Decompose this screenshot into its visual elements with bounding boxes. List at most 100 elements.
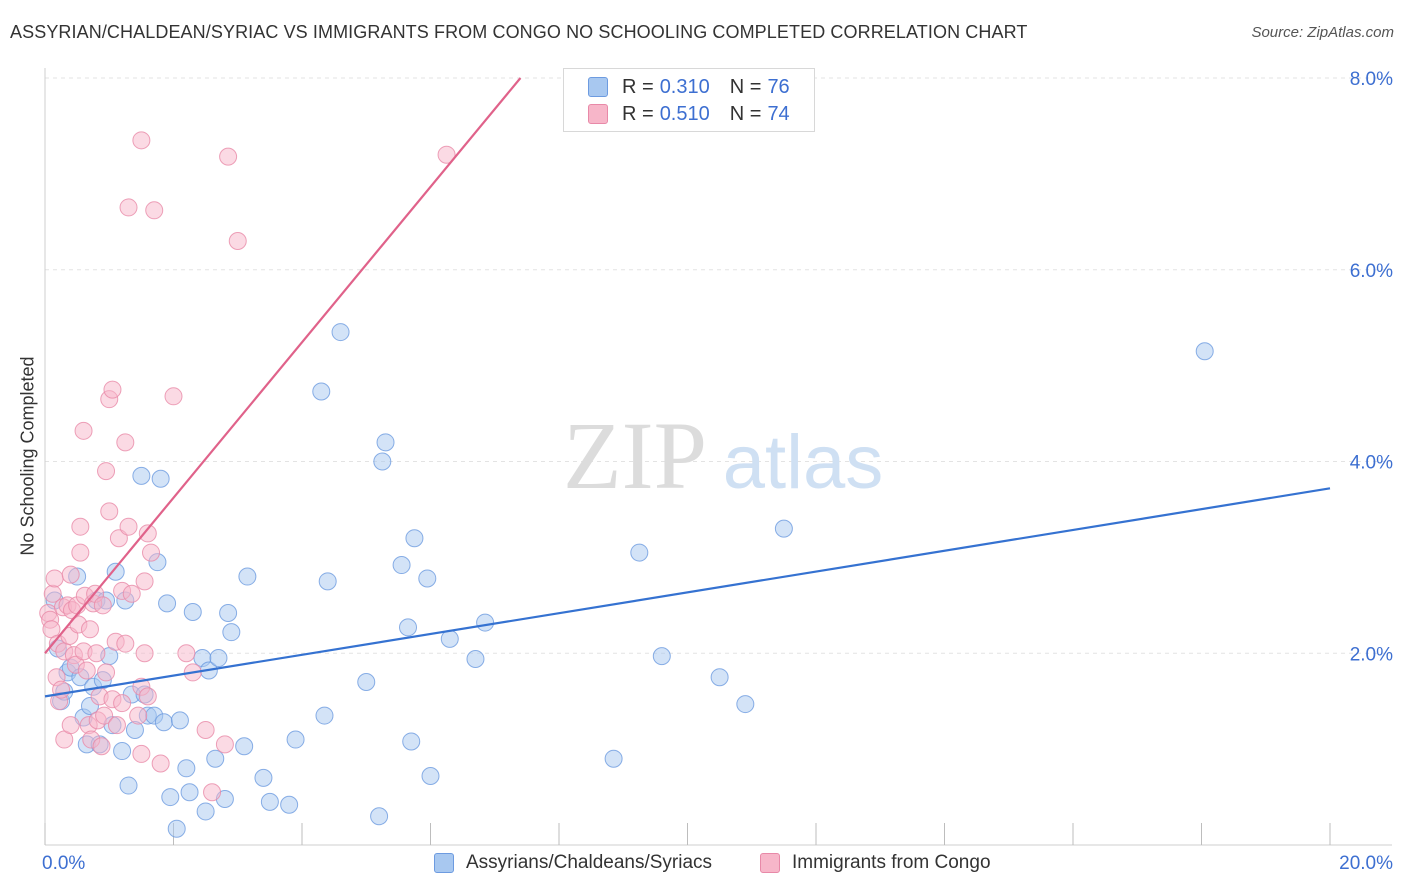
x-tick-label-min: 0.0%: [42, 853, 85, 874]
pink-data-point: [142, 543, 161, 562]
blue-data-point: [206, 749, 225, 768]
pink-data-point: [122, 584, 141, 603]
pink-data-point: [80, 620, 99, 639]
blue-data-point: [312, 382, 331, 401]
pink-trend-line: [44, 77, 522, 654]
legend-r-label: R =: [622, 75, 654, 98]
series-legend: Assyrians/Chaldeans/Syriacs Immigrants f…: [0, 852, 1406, 878]
blue-data-point: [170, 711, 189, 730]
blue-data-point: [357, 673, 376, 692]
pink-data-point: [45, 569, 64, 588]
pink-data-point: [103, 380, 122, 399]
pink-data-point: [92, 737, 111, 756]
y-tick-label: 2.0%: [1350, 644, 1393, 665]
pink-data-point: [151, 754, 170, 773]
pink-data-point: [87, 644, 106, 663]
y-axis-label: No Schooling Completed: [17, 356, 38, 556]
pink-data-point: [135, 572, 154, 591]
series-legend-congo: Immigrants from Congo: [760, 852, 991, 874]
legend-n-value: 76: [767, 75, 790, 98]
watermark-zip: ZIP: [563, 402, 707, 509]
blue-data-point: [1195, 342, 1214, 361]
blue-data-point: [370, 807, 389, 826]
blue-trend-line: [44, 487, 1331, 698]
pink-data-point: [61, 716, 80, 735]
data-points: [39, 131, 1214, 838]
pink-data-point: [97, 462, 116, 481]
watermark: ZIP atlas: [563, 402, 883, 509]
tick-labels: 2.0% 4.0% 6.0% 8.0% 0.0% 20.0%: [42, 69, 1393, 874]
pink-data-point: [132, 131, 151, 150]
blue-data-point: [196, 802, 215, 821]
blue-data-point: [405, 529, 424, 548]
pink-data-point: [219, 147, 238, 166]
pink-data-point: [138, 524, 157, 543]
legend-row-congo: R = 0.510 N = 74: [588, 101, 790, 127]
blue-data-point: [476, 613, 495, 632]
blue-data-point: [254, 768, 273, 787]
pink-data-point: [129, 706, 148, 725]
pink-data-point: [74, 421, 93, 440]
series-legend-assyrians: Assyrians/Chaldeans/Syriacs: [434, 852, 712, 874]
series-legend-swatch-pink: [760, 853, 780, 873]
blue-data-point: [774, 519, 793, 538]
series-legend-label: Assyrians/Chaldeans/Syriacs: [466, 852, 713, 873]
blue-data-point: [177, 759, 196, 778]
blue-data-point: [736, 695, 755, 714]
blue-data-point: [151, 469, 170, 488]
pink-data-point: [95, 706, 114, 725]
legend-n-label: N =: [729, 75, 762, 98]
blue-data-point: [652, 647, 671, 666]
pink-data-point: [203, 783, 222, 802]
blue-data-point: [315, 706, 334, 725]
source-label: Source: ZipAtlas.com: [1251, 24, 1394, 41]
pink-data-point: [71, 543, 90, 562]
blue-data-point: [222, 623, 241, 642]
gridlines: [45, 77, 1392, 654]
blue-data-point: [219, 603, 238, 622]
blue-data-point: [286, 730, 305, 749]
blue-data-point: [180, 783, 199, 802]
y-tick-label: 4.0%: [1350, 453, 1393, 474]
legend-r-value: 0.510: [659, 102, 710, 125]
pink-data-point: [71, 517, 90, 536]
watermark-atlas: atlas: [723, 420, 884, 505]
blue-data-point: [630, 543, 649, 562]
blue-data-point: [209, 649, 228, 668]
blue-data-point: [466, 650, 485, 669]
blue-data-point: [167, 819, 186, 838]
correlation-legend: R = 0.310 N = 76 R = 0.510 N = 74: [563, 68, 815, 132]
x-tick-label-max: 20.0%: [1339, 853, 1393, 874]
blue-data-point: [604, 749, 623, 768]
pink-data-point: [116, 634, 135, 653]
blue-data-point: [421, 766, 440, 785]
blue-data-point: [399, 618, 418, 637]
blue-data-point: [318, 572, 337, 591]
pink-data-point: [138, 687, 157, 706]
pink-data-point: [228, 231, 247, 250]
blue-data-point: [132, 466, 151, 485]
pink-data-point: [215, 735, 234, 754]
series-legend-label: Immigrants from Congo: [792, 852, 991, 873]
legend-r-label: R =: [622, 102, 654, 125]
blue-data-point: [113, 742, 132, 761]
blue-data-point: [238, 567, 257, 586]
pink-data-point: [119, 198, 138, 217]
pink-data-point: [100, 502, 119, 521]
pink-data-point: [164, 387, 183, 406]
blue-data-point: [373, 452, 392, 471]
pink-data-point: [109, 529, 128, 548]
pink-data-point: [119, 517, 138, 536]
legend-swatch-pink: [588, 104, 608, 124]
y-tick-label: 8.0%: [1350, 69, 1393, 90]
pink-data-point: [132, 744, 151, 763]
pink-data-point: [77, 661, 96, 680]
legend-n-label: N =: [729, 102, 762, 125]
blue-data-point: [119, 776, 138, 795]
legend-row-assyrians: R = 0.310 N = 76: [588, 74, 790, 100]
legend-n-value: 74: [767, 102, 790, 125]
blue-data-point: [418, 569, 437, 588]
y-tick-label: 6.0%: [1350, 261, 1393, 282]
blue-data-point: [710, 668, 729, 687]
